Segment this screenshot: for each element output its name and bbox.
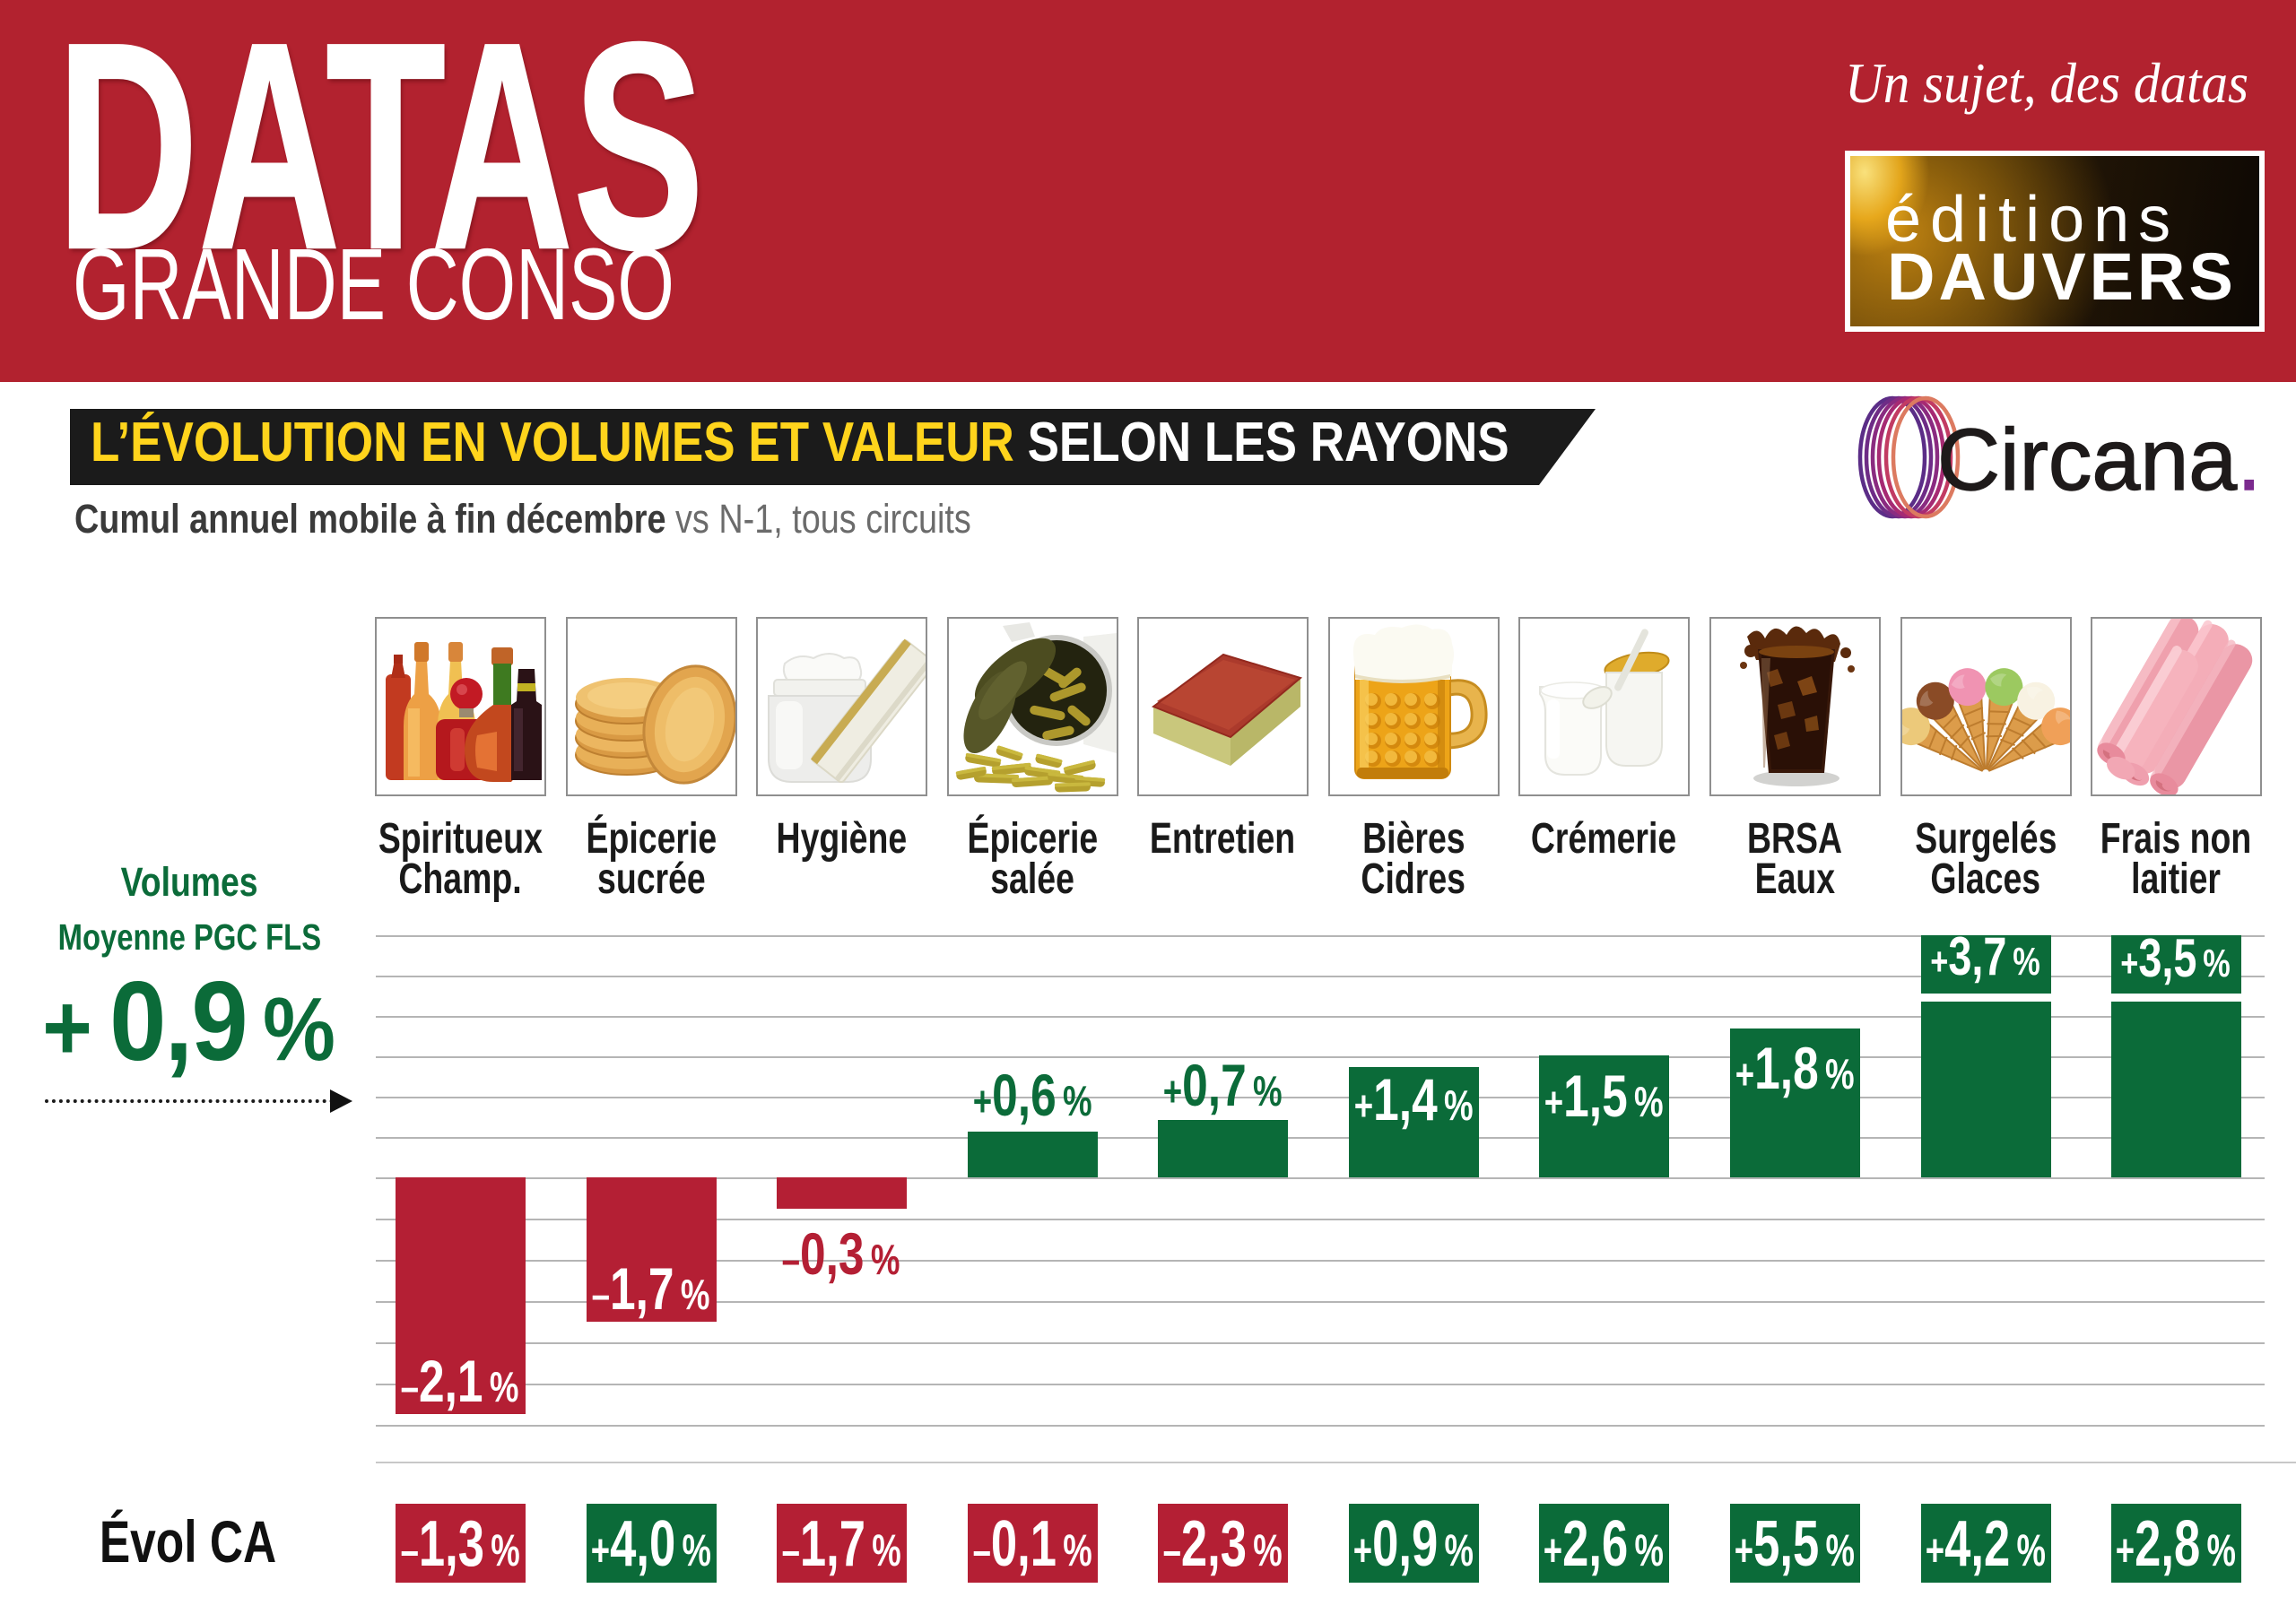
svg-text:Circana.: Circana. [1937,411,2261,508]
